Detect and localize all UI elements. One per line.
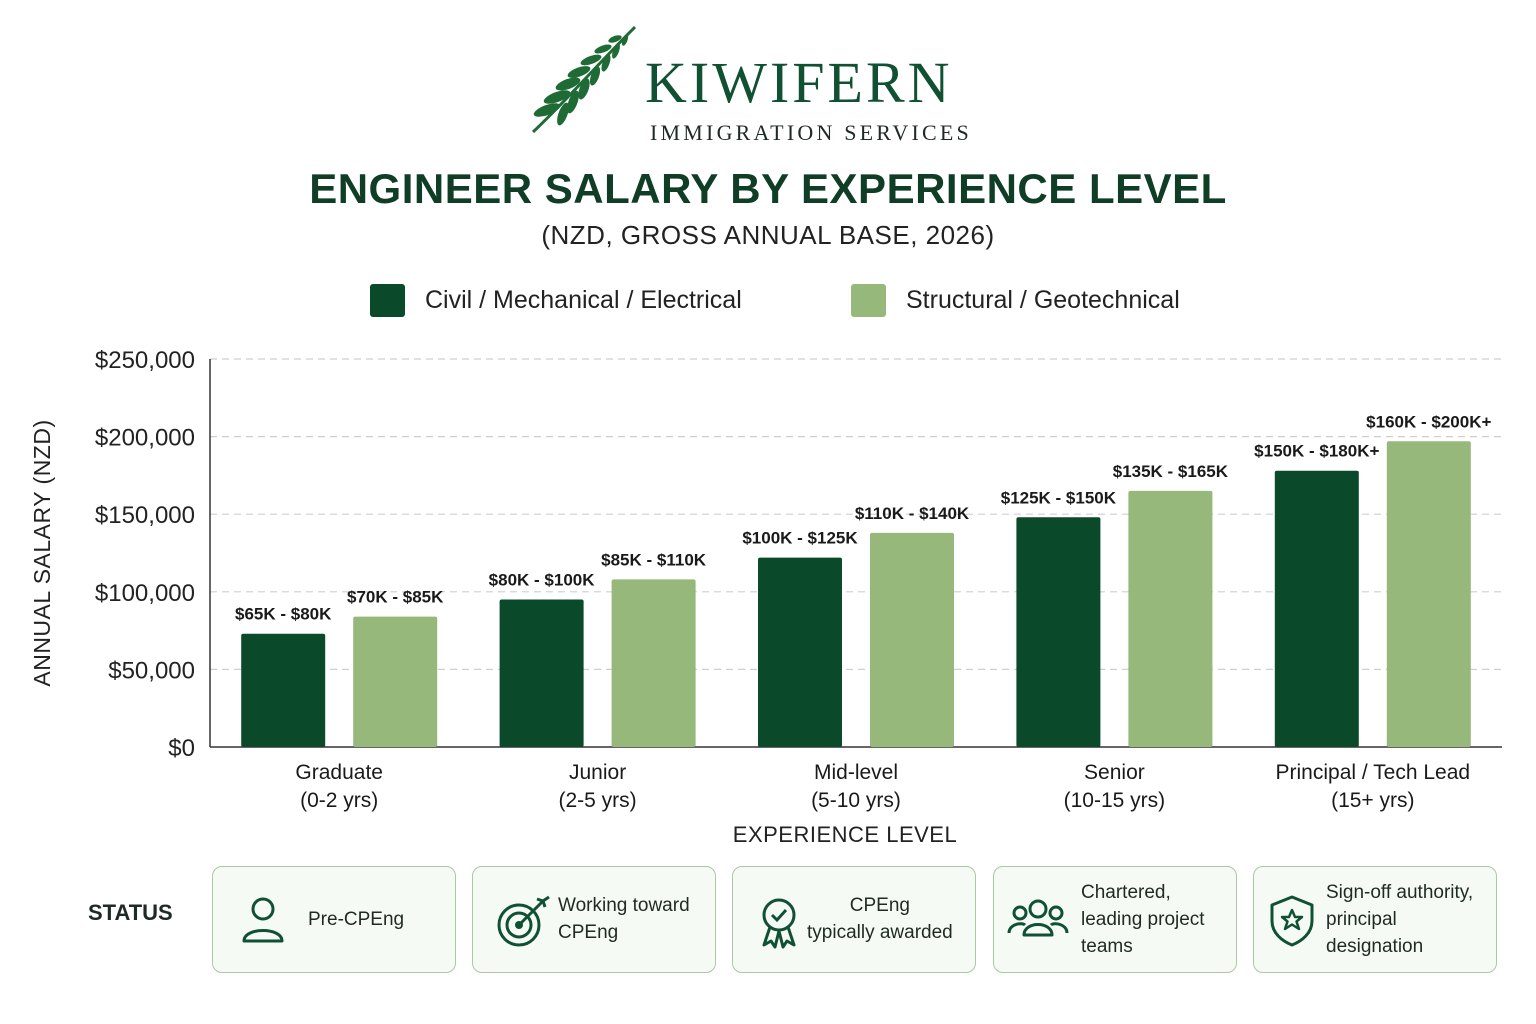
brand-name: KIWIFERN (645, 50, 953, 115)
legend-swatch-series-1 (370, 283, 405, 317)
x-tick-label: Principal / Tech Lead (1276, 761, 1471, 784)
bar-civil-0 (241, 633, 326, 747)
bar-data-label: $70K - $85K (347, 588, 444, 607)
bar-structural-4 (1386, 441, 1471, 747)
salary-bar-chart: $0 $50,000 $100,000 $150,000 $200,000 $250,00… (29, 347, 1502, 847)
status-row-label: STATUS (88, 900, 173, 925)
team-icon (1007, 899, 1069, 937)
y-tick-label: $250,000 (95, 347, 195, 374)
status-card-senior: Chartered, leading project teams (993, 866, 1237, 973)
status-text-junior: Working toward CPEng (558, 895, 690, 943)
award-badge-icon (762, 898, 796, 949)
bar-data-label: $80K - $100K (489, 571, 596, 590)
bar-civil-2 (758, 557, 842, 747)
status-text-principal: Sign-off authority, principal designatio… (1326, 881, 1474, 957)
bar-civil-4 (1274, 470, 1359, 747)
status-card-principal: Sign-off authority, principal designatio… (1253, 866, 1497, 973)
y-axis-title: ANNUAL SALARY (NZD) (29, 419, 55, 686)
target-icon (497, 895, 550, 947)
bar-structural-2 (870, 532, 954, 747)
legend-label-series-2: Structural / Geotechnical (906, 285, 1180, 314)
x-tick-label: Junior (569, 761, 626, 784)
y-tick-label: $200,000 (95, 425, 195, 452)
chart-title: ENGINEER SALARY BY EXPERIENCE LEVEL (309, 165, 1227, 212)
y-tick-label: $50,000 (108, 657, 195, 684)
x-tick-label: Mid-level (814, 761, 898, 784)
status-text-mid-level: CPEng typically awarded (807, 895, 953, 943)
x-tick-label: Graduate (295, 761, 383, 784)
status-card-junior: Working toward CPEng (472, 866, 716, 973)
y-tick-label: $0 (168, 735, 195, 762)
bar-data-label: $85K - $110K (601, 550, 707, 569)
bar-data-label: $135K - $165K (1113, 462, 1229, 481)
status-card-mid-level: CPEng typically awarded (732, 866, 976, 973)
x-tick-sublabel: (10-15 yrs) (1064, 789, 1166, 812)
bar-data-label: $110K - $140K (855, 504, 970, 523)
bar-structural-1 (611, 579, 696, 747)
bar-data-label: $160K - $200K+ (1366, 412, 1491, 431)
brand-header: KIWIFERN IMMIGRATION SERVICES (525, 22, 1005, 144)
bar-data-label: $65K - $80K (235, 605, 332, 624)
status-card-graduate: Pre-CPEng (212, 866, 456, 973)
y-tick-label: $100,000 (95, 580, 195, 607)
y-tick-label: $150,000 (95, 502, 195, 529)
bar-structural-0 (353, 616, 438, 747)
status-text-senior: Chartered, leading project teams (1081, 881, 1205, 957)
bar-structural-3 (1128, 490, 1213, 747)
x-tick-sublabel: (15+ yrs) (1331, 789, 1414, 812)
shield-star-icon (1270, 895, 1314, 947)
bar-civil-1 (499, 599, 584, 747)
legend-swatch-series-2 (851, 283, 886, 317)
legend-label-series-1: Civil / Mechanical / Electrical (425, 285, 742, 314)
bar-data-label: $100K - $125K (742, 529, 858, 548)
bar-data-label: $125K - $150K (1001, 488, 1117, 507)
bar-civil-3 (1016, 517, 1101, 747)
x-tick-sublabel: (5-10 yrs) (811, 789, 901, 812)
brand-tagline: IMMIGRATION SERVICES (650, 120, 972, 145)
chart-subtitle: (NZD, GROSS ANNUAL BASE, 2026) (541, 220, 995, 250)
bar-data-label: $150K - $180K+ (1254, 442, 1379, 461)
person-icon (242, 897, 284, 943)
x-tick-label: Senior (1084, 761, 1145, 784)
x-tick-sublabel: (2-5 yrs) (559, 789, 637, 812)
fern-logo-icon (531, 25, 637, 134)
legend-item-series-2: Structural / Geotechnical (851, 283, 1180, 317)
x-tick-sublabel: (0-2 yrs) (300, 789, 378, 812)
legend-item-series-1: Civil / Mechanical / Electrical (370, 283, 742, 317)
x-axis-title: EXPERIENCE LEVEL (733, 822, 957, 847)
status-text-graduate: Pre-CPEng (308, 908, 405, 930)
